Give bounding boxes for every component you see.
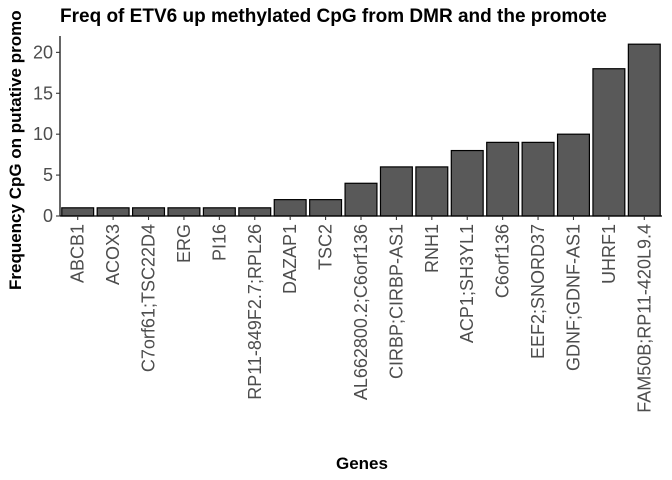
bar <box>61 207 95 217</box>
chart-title: Freq of ETV6 up methylated CpG from DMR … <box>60 6 607 27</box>
x-tick-label: PI16 <box>209 224 229 261</box>
y-tick-label: 10 <box>33 124 53 144</box>
x-axis-title: Genes <box>336 454 388 473</box>
x-tick-label: DAZAP1 <box>280 224 300 294</box>
bar <box>96 207 130 217</box>
y-axis-title: Frequency CpG on putative promo <box>6 10 25 290</box>
bar <box>344 182 378 217</box>
bar <box>202 207 236 217</box>
x-tick-label: TSC2 <box>316 224 336 270</box>
bar <box>131 207 166 217</box>
x-tick-label: CIRBP;CIRBP-AS1 <box>386 224 406 379</box>
bar <box>238 207 272 217</box>
bar <box>556 133 591 217</box>
x-tick-label: ACP1;SH3YL1 <box>457 224 477 343</box>
x-tick-label: GDNF;GDNF-AS1 <box>563 224 583 371</box>
bar <box>309 199 343 217</box>
y-tick-label: 0 <box>43 206 53 226</box>
bar <box>273 199 307 217</box>
bar <box>379 166 413 217</box>
x-tick-label: RNH1 <box>422 224 442 273</box>
x-tick-label: RP11-849F2.7;RPL26 <box>245 224 265 400</box>
bar <box>167 207 201 217</box>
x-tick-label: C6orf136 <box>493 224 513 298</box>
y-tick-label: 20 <box>33 42 53 62</box>
y-tick-label: 15 <box>33 83 53 103</box>
x-tick-label: UHRF1 <box>599 224 619 284</box>
bar <box>486 141 520 217</box>
bar <box>521 141 555 217</box>
x-tick-label: ACOX3 <box>103 224 123 285</box>
plot-area: 0 5 10 15 20 ABCB1 ACOX3 C7orf61;TSC22D4 ERG PI16… <box>33 36 662 413</box>
x-tick-label: AL662800.2;C6orf136 <box>351 224 371 400</box>
bar <box>415 166 449 217</box>
y-tick-label: 5 <box>43 165 53 185</box>
bar <box>592 68 626 217</box>
bar <box>450 149 484 217</box>
bar <box>627 43 661 217</box>
x-tick-label: C7orf61;TSC22D4 <box>139 224 159 372</box>
x-tick-label: ERG <box>174 224 194 263</box>
x-tick-label: FAM50B;RP11-420L9.4 <box>634 224 654 413</box>
x-tick-label: ABCB1 <box>68 224 88 283</box>
x-tick-label: EEF2;SNORD37 <box>528 224 548 359</box>
